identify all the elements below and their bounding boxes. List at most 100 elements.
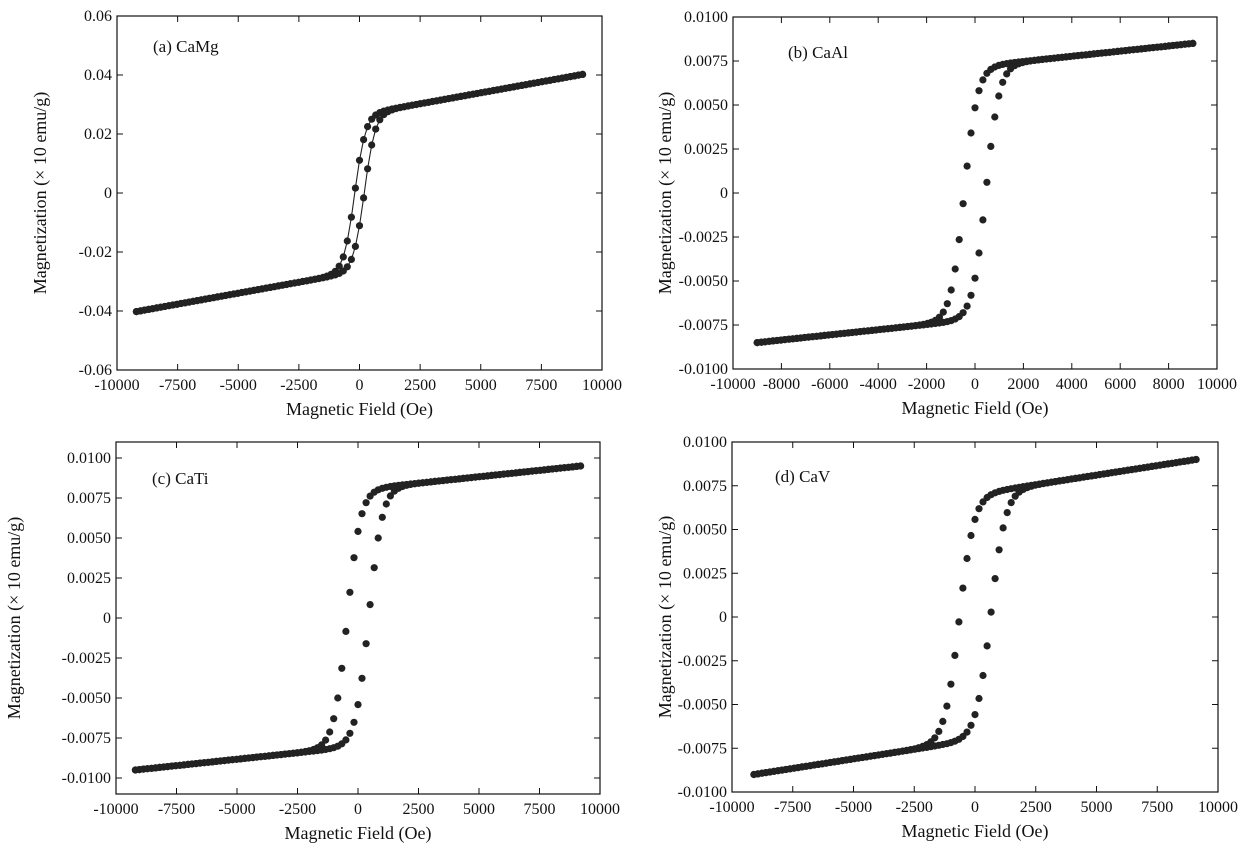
data-point [376,116,384,124]
data-point [963,728,971,736]
data-point [382,500,390,508]
y-tick-label: 0.0075 [67,490,111,507]
data-point [351,242,359,250]
x-tick-label: -2500 [279,801,316,818]
data-point [350,718,358,726]
data-point [975,694,983,703]
data-point [378,513,386,521]
data-point [577,462,585,470]
data-point [935,727,943,735]
y-tick-label: -0.0050 [62,690,111,707]
data-point [351,184,359,192]
data-point [959,200,967,208]
x-tick-label: 5000 [1081,799,1113,816]
chart-panel-b: -10000 -8000 -6000 -4000 -2000 0 2000 4000 6000 8… [625,0,1251,426]
data-point [370,564,378,572]
y-tick-label: -0.0050 [678,697,727,714]
data-point [334,694,342,702]
data-point [987,608,995,616]
data-point [342,627,350,635]
y-tick-label: -0.0100 [678,784,727,801]
data-point [931,734,939,742]
data-point [939,308,947,316]
x-tick-label: -10000 [93,801,138,818]
data-point [971,104,979,112]
y-tick-label: -0.0100 [62,770,111,787]
data-point [343,237,351,245]
y-tick-label: 0 [104,185,112,202]
plot-frame [116,15,603,371]
data-point [963,162,971,170]
data-point [346,588,354,596]
series-line [136,73,583,313]
data-point [975,249,983,257]
data-point [368,141,376,149]
panel-label: (c) CaTi [152,469,209,488]
x-tick-label: -10000 [709,799,754,816]
data-point [355,156,364,164]
data-point [967,531,975,540]
y-tick-label: 0.0100 [683,434,727,451]
y-axis-label: Magnetization (× 10 emu/g) [4,517,25,720]
y-tick-label: -0.0075 [62,730,111,747]
data-point [362,640,370,648]
y-tick-label: 0.0100 [684,9,728,26]
x-tick-label: 0 [354,801,362,818]
data-point [979,216,987,224]
data-point [959,309,967,317]
chart-b-svg: -10000 -8000 -6000 -4000 -2000 0 2000 4000 6000 8… [655,9,1237,419]
data-point [322,736,330,744]
data-point [364,165,372,173]
x-axis-label: Magnetic Field (Oe) [286,399,433,420]
plot-frame [115,441,601,795]
y-tick-label: 0.0100 [67,450,111,467]
data-point [991,113,999,121]
x-tick-label: -5000 [220,377,257,394]
data-point [331,267,339,275]
data-point [979,76,987,84]
x-tick-label: -6000 [811,376,848,393]
y-tick-label: 0.0025 [683,565,727,582]
data-point [999,78,1007,86]
y-tick-label: -0.0100 [679,361,728,378]
x-tick-label: 7500 [524,801,556,818]
data-point [975,505,983,513]
data-point [364,123,372,131]
data-point [355,222,364,230]
x-tick-label: -10000 [710,376,755,393]
data-point [346,729,354,737]
data-point [947,680,955,688]
x-tick-label: -2000 [908,376,945,393]
panel-label: (b) CaAl [788,43,848,62]
data-point [955,236,963,244]
y-axis-label: Magnetization (× 10 emu/g) [655,92,676,295]
chart-panel-a: -10000 -7500 -5000 -2500 0 2500 5000 7500 10000 -… [0,0,625,426]
y-tick-label: 0.04 [84,67,112,84]
data-point [343,263,351,271]
chart-panel-d: -10000 -7500 -5000 -2500 0 2500 5000 7500 10000 -… [625,426,1251,852]
y-tick-label: 0 [720,185,728,202]
x-tick-label: -2500 [280,377,317,394]
data-point [995,92,1003,100]
data-point [951,265,959,273]
panel-label: (a) CaMg [153,37,219,56]
data-point [366,601,374,609]
data-point [971,711,979,719]
y-tick-label: -0.0025 [62,650,111,667]
data-point [318,741,326,749]
x-tick-label: 5000 [463,801,495,818]
data-point [374,534,382,542]
chart-c-svg: -10000 -7500 -5000 -2500 0 2500 5000 7500 10000 -… [4,441,620,844]
data-point [354,701,362,709]
data-point [991,575,999,583]
x-tick-label: -2500 [896,799,933,816]
data-point [358,674,366,682]
data-point [338,664,346,672]
x-tick-label: 0 [356,377,364,394]
x-tick-label: 2500 [404,377,436,394]
y-tick-label: 0 [103,610,111,627]
data-point [386,492,394,500]
x-axis-label: Magnetic Field (Oe) [902,821,1049,842]
x-tick-label: 7500 [1141,799,1173,816]
x-tick-label: 8000 [1153,376,1185,393]
